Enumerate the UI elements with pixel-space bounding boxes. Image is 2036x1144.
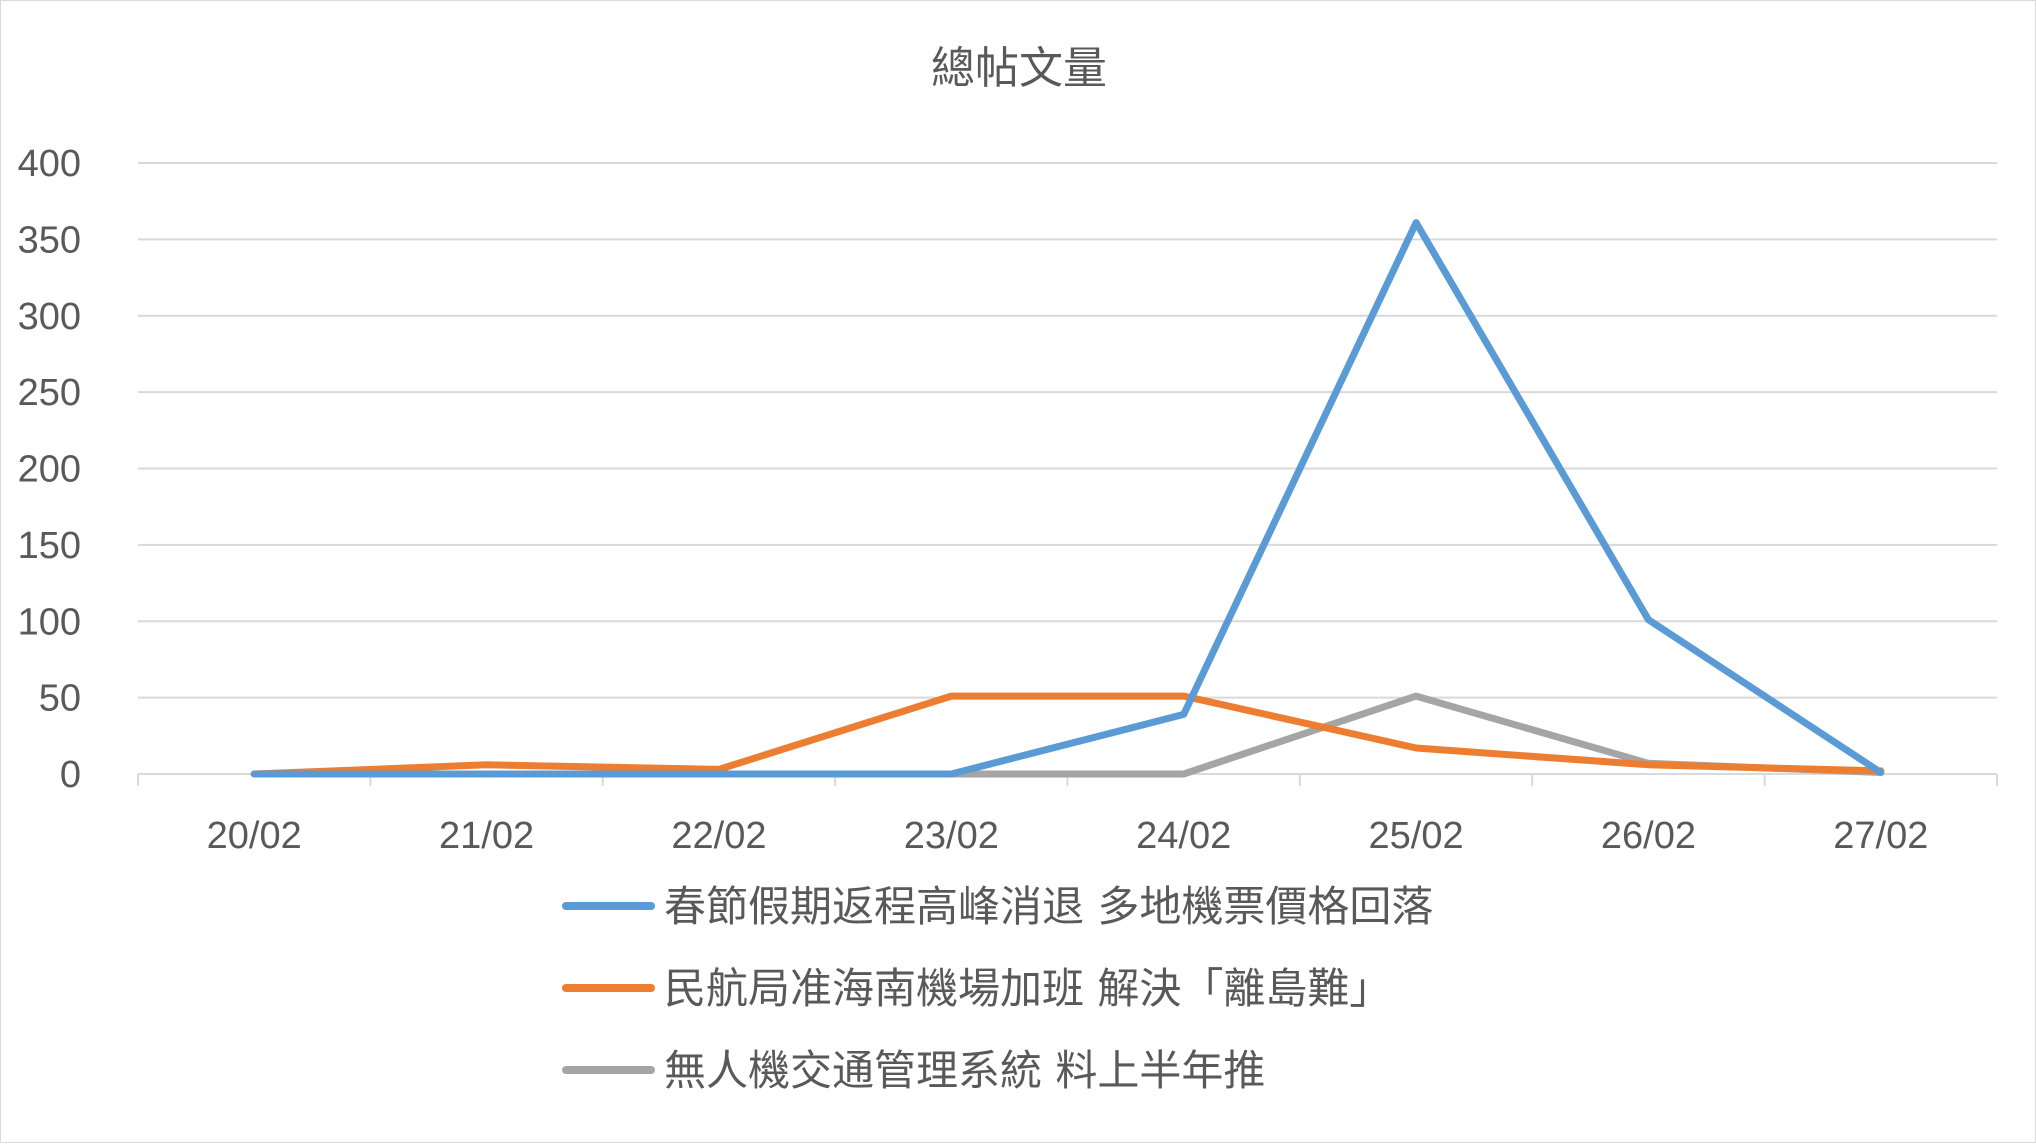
y-tick-label: 100 bbox=[18, 601, 81, 643]
x-tick-label: 25/02 bbox=[1369, 815, 1464, 857]
legend-label: 民航局准海南機場加班 解決「離島難」 bbox=[664, 964, 1391, 1013]
gridlines bbox=[138, 162, 1997, 699]
y-tick-label: 50 bbox=[39, 678, 81, 720]
y-tick-label: 200 bbox=[18, 449, 81, 491]
chart-title: 總帖文量 bbox=[931, 43, 1107, 94]
legend-label: 無人機交通管理系統 料上半年推 bbox=[664, 1046, 1265, 1095]
x-tick-label: 20/02 bbox=[207, 815, 302, 857]
y-tick-label: 150 bbox=[18, 525, 81, 567]
x-tick-label: 23/02 bbox=[904, 815, 999, 857]
y-axis-tick-labels: 0 50 100 150 200 250 300 350 400 bbox=[18, 143, 81, 796]
series-line-2 bbox=[250, 692, 1885, 778]
x-tick-label: 27/02 bbox=[1833, 815, 1928, 857]
series-lines bbox=[250, 219, 1885, 778]
y-tick-label: 250 bbox=[18, 372, 81, 414]
series-line-1 bbox=[250, 219, 1885, 778]
legend-item-1[interactable]: 春節假期返程高峰消退 多地機票價格回落 bbox=[562, 882, 1433, 931]
legend-label: 春節假期返程高峰消退 多地機票價格回落 bbox=[664, 882, 1433, 931]
legend-item-3[interactable]: 無人機交通管理系統 料上半年推 bbox=[562, 1046, 1265, 1095]
y-tick-label: 350 bbox=[18, 219, 81, 261]
x-tick-label: 24/02 bbox=[1136, 815, 1231, 857]
x-tick-label: 22/02 bbox=[671, 815, 766, 857]
x-tick-label: 21/02 bbox=[439, 815, 534, 857]
y-tick-label: 300 bbox=[18, 296, 81, 338]
x-tick-label: 26/02 bbox=[1601, 815, 1696, 857]
x-axis-tick-labels: 20/02 21/02 22/02 23/02 24/02 25/02 26/02 27/02 bbox=[207, 815, 1929, 857]
legend-item-2[interactable]: 民航局准海南機場加班 解決「離島難」 bbox=[562, 964, 1391, 1013]
y-tick-label: 0 bbox=[60, 754, 81, 796]
y-tick-label: 400 bbox=[18, 143, 81, 185]
